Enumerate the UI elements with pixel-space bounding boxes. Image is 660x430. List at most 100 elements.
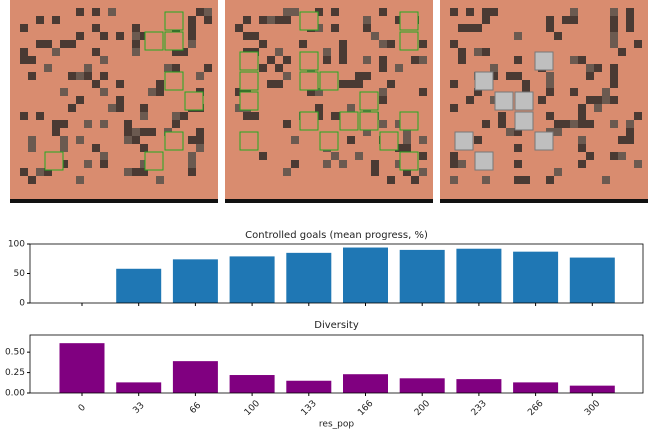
map-tile	[578, 120, 586, 128]
map-tile	[498, 120, 506, 128]
x-tick-label: 266	[526, 399, 545, 418]
map-tile	[283, 56, 291, 64]
map-tile	[60, 40, 68, 48]
map-tile	[514, 176, 522, 184]
map-tile	[148, 88, 156, 96]
map-tile	[355, 72, 363, 80]
map-tile	[514, 56, 522, 64]
map-tile	[610, 32, 618, 40]
map-tile	[196, 144, 204, 152]
y-tick-label: 50	[14, 269, 26, 279]
map-tile	[450, 176, 458, 184]
map-tile	[188, 152, 196, 160]
map-tile	[283, 120, 291, 128]
map-tile	[275, 16, 283, 24]
map-tile	[546, 112, 554, 120]
map-tile	[363, 56, 371, 64]
map-tile	[610, 152, 618, 160]
map-zone	[144, 151, 164, 171]
map-tile	[20, 56, 28, 64]
x-tick-label: 100	[243, 399, 262, 418]
map-zone	[514, 91, 534, 111]
map-tile	[132, 40, 140, 48]
map-tile	[578, 56, 586, 64]
map-tile	[578, 144, 586, 152]
map-tile	[92, 80, 100, 88]
bar	[399, 378, 445, 393]
map-tile	[458, 48, 466, 56]
map-tile	[395, 144, 403, 152]
map-tile	[363, 128, 371, 136]
map-tile	[450, 160, 458, 168]
map-zone	[239, 51, 259, 71]
map-tile	[610, 80, 618, 88]
chart-title: Diversity	[314, 320, 359, 331]
map-tile	[307, 88, 315, 96]
map-tile	[395, 16, 403, 24]
map-zone	[399, 151, 419, 171]
x-tick-label: 300	[583, 399, 602, 418]
map-tile	[132, 24, 140, 32]
map-tile	[156, 80, 164, 88]
map-tile	[76, 96, 84, 104]
map-tile	[116, 80, 124, 88]
map-tile	[108, 8, 116, 16]
map-tile	[116, 96, 124, 104]
bar	[569, 385, 615, 393]
map-tile	[450, 8, 458, 16]
map-tile	[52, 16, 60, 24]
map-zone	[44, 151, 64, 171]
map-tile	[188, 160, 196, 168]
map-zone	[494, 91, 514, 111]
y-tick-label: 0.50	[5, 348, 25, 358]
map-tile	[140, 144, 148, 152]
map-zone	[454, 131, 474, 151]
map-tile	[28, 176, 36, 184]
map-tile	[602, 96, 610, 104]
map-zone	[359, 91, 379, 111]
map-tile	[363, 72, 371, 80]
map-tile	[140, 104, 148, 112]
map-tile	[474, 88, 482, 96]
map-tile	[379, 8, 387, 16]
map-tile	[331, 24, 339, 32]
map-zone	[339, 111, 359, 131]
map-tile	[379, 96, 387, 104]
map-tile	[100, 72, 108, 80]
map-tile	[339, 56, 347, 64]
map-tile	[68, 72, 76, 80]
map-tile	[355, 80, 363, 88]
x-tick-label: 233	[470, 399, 489, 418]
map-tile	[20, 48, 28, 56]
map-tile	[267, 80, 275, 88]
map-tile	[196, 128, 204, 136]
bar	[286, 380, 332, 393]
map-tile	[602, 88, 610, 96]
bar	[569, 257, 615, 303]
map-tile	[267, 56, 275, 64]
map-tile	[387, 40, 395, 48]
map-zone	[359, 111, 379, 131]
map-tile	[52, 120, 60, 128]
bar	[172, 259, 218, 303]
map-zone	[239, 71, 259, 91]
map-tile	[466, 24, 474, 32]
map-tile	[339, 160, 347, 168]
map-tile	[626, 8, 634, 16]
map-tile	[450, 40, 458, 48]
chart-title: Controlled goals (mean progress, %)	[245, 230, 428, 241]
map-tile	[68, 40, 76, 48]
map-tile	[20, 112, 28, 120]
map-tile	[92, 24, 100, 32]
map-tile	[196, 136, 204, 144]
map-tile	[36, 16, 44, 24]
map-tile	[506, 128, 514, 136]
map-tile	[403, 128, 411, 136]
map-tile	[188, 24, 196, 32]
map-tile	[36, 168, 44, 176]
map-zone	[299, 111, 319, 131]
map-tile	[586, 64, 594, 72]
map-tile	[140, 32, 148, 40]
